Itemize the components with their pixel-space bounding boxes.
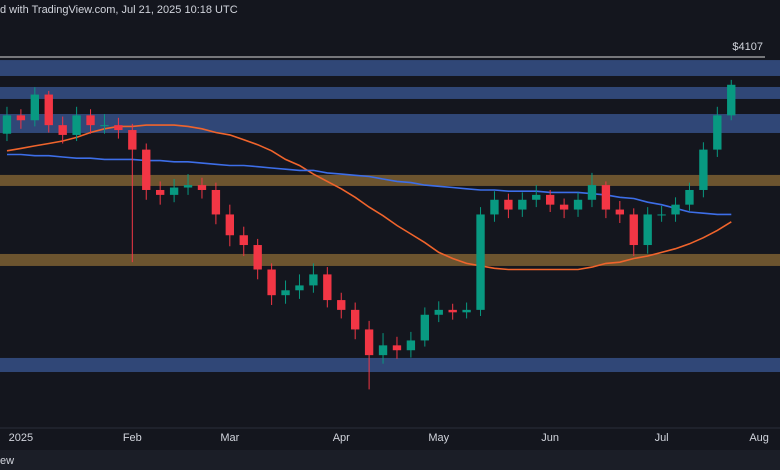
candle-body [420,314,429,341]
candle-body [490,199,499,215]
zone [0,253,780,266]
candle-body [713,115,722,150]
zone [0,357,780,373]
header-text: d with TradingView.com, Jul 21, 2025 10:… [0,4,238,16]
candle-body [86,115,95,126]
x-tick-label: Apr [333,432,350,444]
x-tick-label: May [428,432,449,444]
candle-body [30,94,39,121]
candle-body [601,185,611,210]
candle-body [295,285,304,291]
candle-body [142,149,151,190]
candle-body [323,274,332,301]
zone [0,114,780,133]
candle-body [406,340,416,351]
zone [0,86,780,99]
candle-body [378,345,388,356]
candle-body [72,115,81,135]
candle-body [16,115,26,121]
candle-body [58,125,67,135]
level-label: $4107 [732,41,763,53]
footer-strip [0,450,780,470]
candle-body [518,199,527,210]
footer-text: ew [0,455,14,467]
candle-body [197,185,207,190]
candle-body [643,214,652,246]
candle-body [183,185,193,188]
candle-body [128,130,137,150]
candle-body [351,309,360,330]
candle-body [225,214,234,236]
candle-body [309,274,318,286]
candle-body [253,245,262,270]
zone [0,60,780,76]
candle-body [364,329,374,356]
candle-body [546,194,555,205]
x-tick-label: Aug [749,432,769,444]
candle-body [573,199,583,210]
candle-body [114,125,123,131]
candle-body [699,149,708,190]
candle-body [100,125,109,127]
candle-body [156,189,165,195]
candle-body [657,214,666,216]
candle-body [239,235,248,246]
candle-body [671,204,680,215]
candle-body [2,115,12,134]
candle-body [337,300,346,310]
candle-body [559,204,569,210]
candle-body [615,209,624,215]
moving-average [7,153,732,216]
x-tick-label: 2025 [9,432,33,444]
candle-body [629,214,638,246]
candle-body [532,194,541,200]
x-tick-label: Jul [655,432,669,444]
candle-body [211,189,221,215]
candle-body [392,345,402,351]
candle-body [587,185,597,200]
x-tick-label: Feb [123,432,142,444]
x-tick-label: Mar [220,432,239,444]
candle-body [267,269,276,296]
candle-body [44,94,53,126]
x-tick-label: Jun [541,432,559,444]
candle-body [169,187,179,195]
candle-body [504,199,513,210]
candle-body [462,309,471,313]
candle-body [448,309,457,313]
candle-body [476,214,485,310]
candle-body [281,290,290,296]
moving-average [6,124,732,271]
candle-body [685,189,694,205]
candle-body [727,84,736,116]
candle-body [434,309,443,315]
